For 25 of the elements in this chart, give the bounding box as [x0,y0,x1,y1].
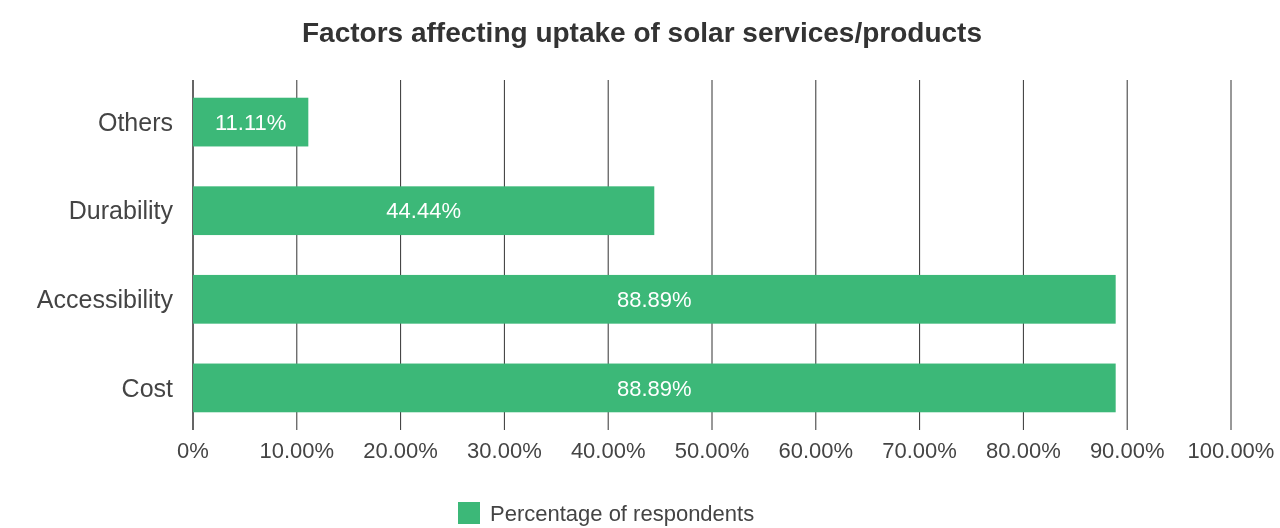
text: 11.11% [214,109,287,135]
text: 44.44% [386,198,461,224]
x-tick-label: 40.00% [570,438,646,463]
text: 88.89% [617,287,692,312]
x-tick-label: 10.00% [259,438,335,463]
text: 88.89% [617,375,692,401]
y-tick-label: Cost [121,373,174,402]
legend-label: Percentage of respondents [490,500,755,526]
y-tick-label: Others [97,107,173,136]
bar [193,186,655,236]
chart-title: Factors affecting uptake of solar services/products [302,17,982,48]
y-tick-label: Durability [68,196,174,225]
x-tick-label: 60.00% [778,438,854,463]
x-tick-label: 90.00% [1089,438,1165,463]
x-tick-label: 30.00% [467,438,542,463]
bar [193,274,1116,324]
x-tick-label: 80.00% [986,438,1061,463]
x-tick-label: 70.00% [882,438,957,463]
bar [193,97,309,147]
y-tick-label: Accessibility [36,285,174,314]
bar [193,363,1116,413]
x-tick-label: 50.00% [674,438,750,463]
x-tick-label: 20.00% [363,438,438,463]
x-tick-label: 0% [177,438,209,463]
x-tick-label: 100.00% [1187,438,1275,463]
